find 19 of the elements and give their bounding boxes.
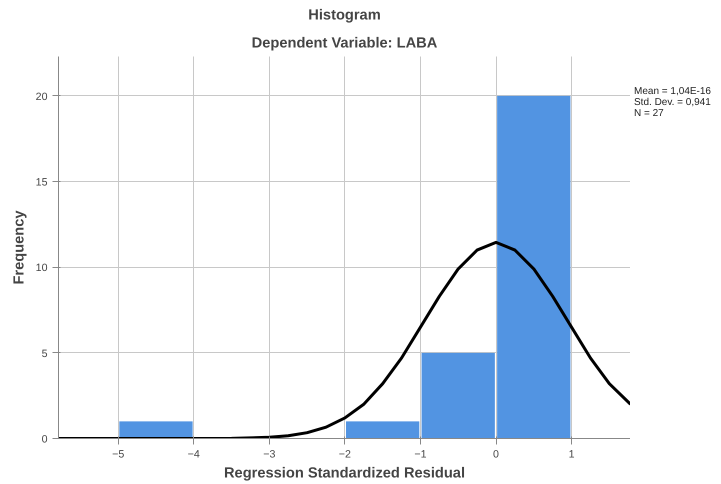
x-tick-label: −3 [263,448,276,460]
x-tick-label: −4 [188,448,200,460]
y-tick-label: 15 [36,176,48,189]
x-tick-label: 0 [493,448,500,460]
x-axis-title: Regression Standardized Residual [224,466,466,482]
x-tick-label: 1 [568,448,575,460]
y-tick-label: 5 [42,348,48,360]
y-tick-label: 0 [42,434,48,446]
text: Std. Dev. = 0,941 [634,97,711,108]
x-tick-label: −2 [338,448,352,460]
y-axis-title: Frequency [12,210,28,285]
x-tick-label: −1 [414,448,427,460]
text: N = 27 [634,108,664,119]
chart-subtitle: Dependent Variable: LABA [252,36,438,52]
y-tick-label: 10 [36,262,48,274]
text: Mean = 1,04E-16 [634,86,711,97]
chart-title: Histogram [308,8,381,24]
x-tick-label: −5 [112,448,124,460]
y-tick-label: 20 [36,90,48,103]
